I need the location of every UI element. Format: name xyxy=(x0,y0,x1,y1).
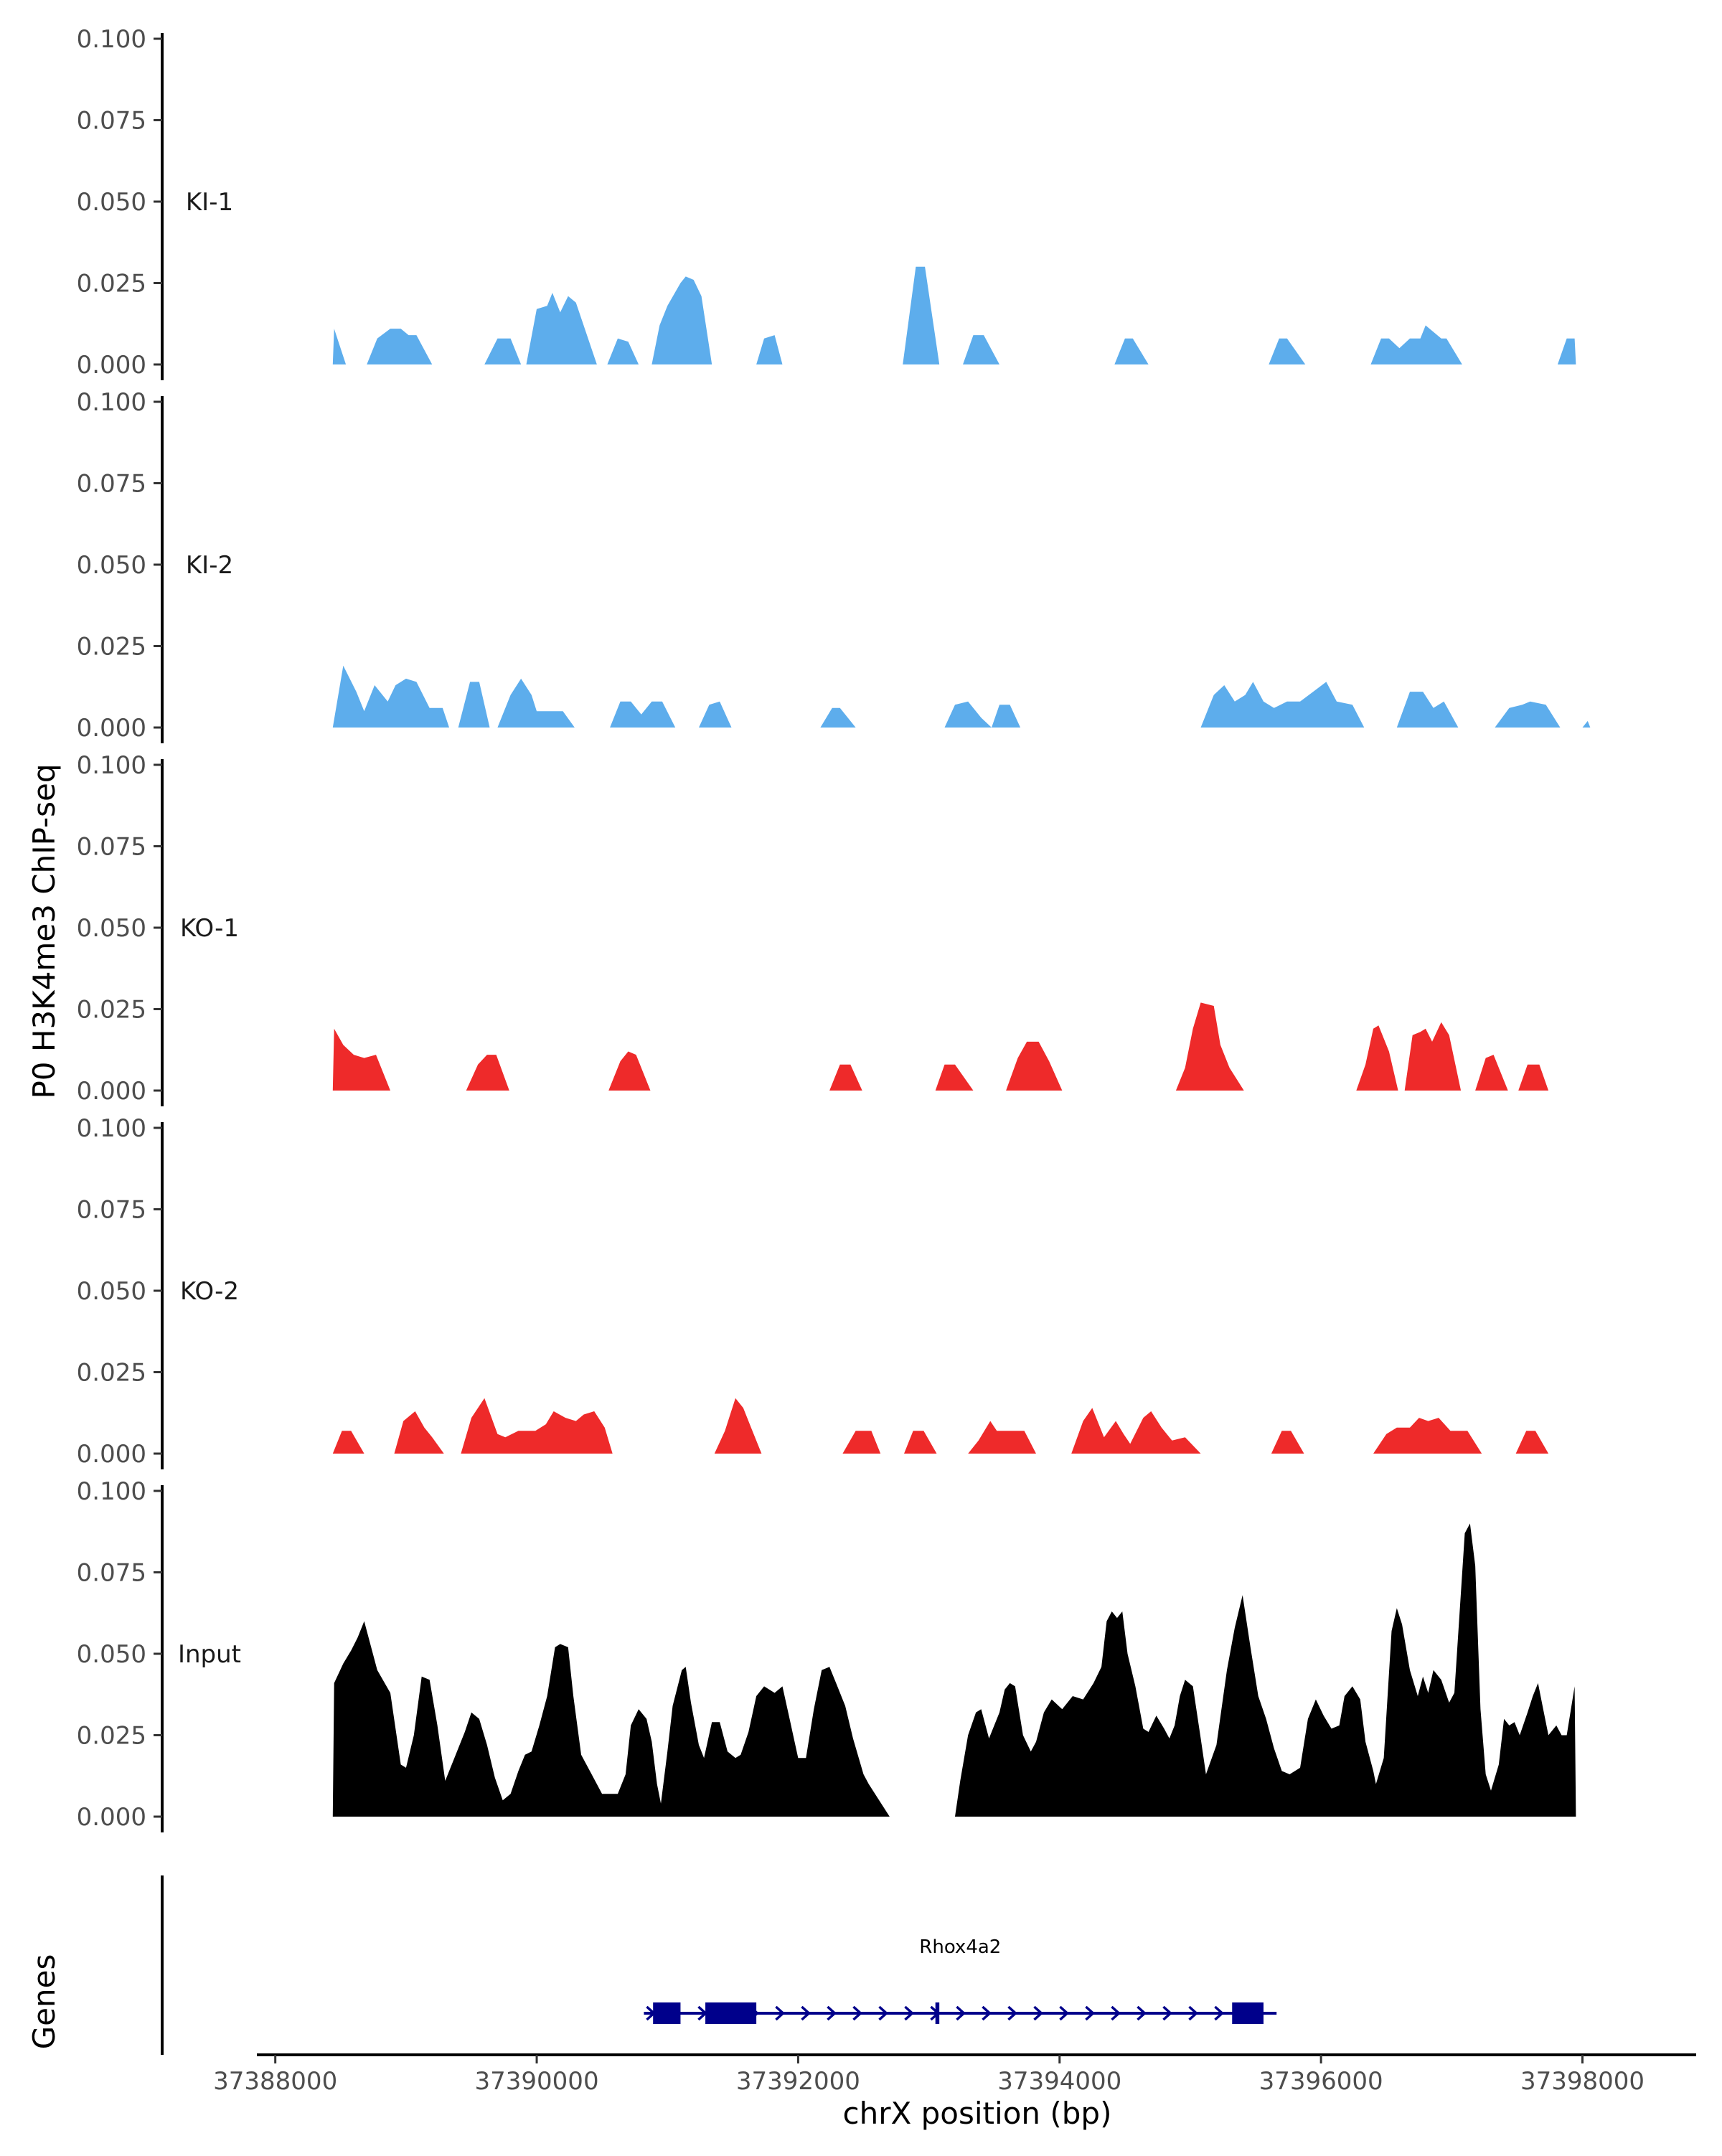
y-tick-label: 0.100 xyxy=(77,388,146,417)
y-tick-label: 0.000 xyxy=(77,714,146,743)
strand-arrow xyxy=(1214,2005,1225,2021)
track-ko-1: 0.000 0.025 0.050 0.075 0.100 KO-1 xyxy=(77,751,1549,1106)
y-tick-label: 0.075 xyxy=(77,470,146,499)
coverage-tracks: 0.0000.0250.0500.0750.100KI-10.0000.0250… xyxy=(77,25,1591,1832)
strand-arrow xyxy=(878,2005,889,2021)
y-tick-label: 0.025 xyxy=(77,1359,146,1388)
x-tick-label: 37388000 xyxy=(213,2067,337,2096)
y-tick-label: 0.075 xyxy=(77,107,146,136)
strand-arrow xyxy=(1085,2005,1096,2021)
track-name-label: KO-2 xyxy=(180,1277,239,1306)
strand-arrow xyxy=(1137,2005,1147,2021)
coverage-area-ko-1 xyxy=(332,1002,1549,1091)
y-tick-label: 0.000 xyxy=(77,1440,146,1469)
track-name-label: KO-1 xyxy=(180,914,239,943)
y-tick-label: 0.050 xyxy=(77,914,146,943)
y-tick-label: 0.025 xyxy=(77,633,146,662)
x-tick-label: 37394000 xyxy=(997,2067,1121,2096)
track-ki-2: 0.000 0.025 0.050 0.075 0.100 KI-2 xyxy=(77,388,1591,743)
coverage-area-ki-2 xyxy=(332,665,1591,728)
y-tick-label: 0.050 xyxy=(77,1640,146,1669)
y-tick-label: 0.100 xyxy=(77,1477,146,1506)
y-tick-label: 0.000 xyxy=(77,351,146,380)
y-tick-label: 0.075 xyxy=(77,1196,146,1225)
x-axis: 37388000 37390000 37392000 37394000 37396000… xyxy=(213,2053,1696,2096)
track-name-label: KI-1 xyxy=(186,188,233,217)
strand-arrow xyxy=(956,2005,966,2021)
gene-exon xyxy=(705,2002,757,2024)
strand-arrow xyxy=(827,2005,837,2021)
y-tick-label: 0.025 xyxy=(77,270,146,298)
strand-arrow xyxy=(1059,2005,1070,2021)
strand-arrow xyxy=(1007,2005,1018,2021)
strand-arrow xyxy=(1162,2005,1173,2021)
y-tick-label: 0.025 xyxy=(77,1722,146,1751)
strand-arrow xyxy=(775,2005,786,2021)
strand-arrow xyxy=(1033,2005,1044,2021)
x-tick-label: 37390000 xyxy=(475,2067,599,2096)
y-tick-label: 0.050 xyxy=(77,188,146,217)
coverage-area-ki-1 xyxy=(332,266,1576,364)
x-tick-label: 37392000 xyxy=(736,2067,860,2096)
track-name-label: Input xyxy=(178,1640,241,1669)
y-tick-label: 0.100 xyxy=(77,1114,146,1143)
strand-arrow xyxy=(801,2005,811,2021)
y-tick-label: 0.000 xyxy=(77,1803,146,1832)
gene-exon xyxy=(1232,2002,1264,2024)
gene-exon xyxy=(935,2002,940,2024)
gene-name-label: Rhox4a2 xyxy=(919,1936,1001,1958)
strand-arrow xyxy=(904,2005,915,2021)
track-name-label: KI-2 xyxy=(186,551,233,580)
strand-arrow xyxy=(1111,2005,1121,2021)
strand-arrow xyxy=(852,2005,863,2021)
track-ki-1: 0.000 0.025 0.050 0.075 0.100 KI-1 xyxy=(77,25,1576,380)
y-tick-label: 0.050 xyxy=(77,1277,146,1306)
x-tick-label: 37396000 xyxy=(1259,2067,1383,2096)
track-input: 0.000 0.025 0.050 0.075 0.100 Input xyxy=(77,1477,1576,1832)
strand-arrow xyxy=(1188,2005,1199,2021)
x-tick-label: 37398000 xyxy=(1520,2067,1645,2096)
y-tick-label: 0.075 xyxy=(77,833,146,862)
y-tick-label: 0.000 xyxy=(77,1077,146,1106)
y-tick-label: 0.075 xyxy=(77,1559,146,1588)
y-tick-label: 0.050 xyxy=(77,551,146,580)
y-tick-label: 0.100 xyxy=(77,751,146,780)
x-axis-title: chrX position (bp) xyxy=(843,2096,1112,2131)
y-tick-label: 0.025 xyxy=(77,996,146,1025)
genes-axis-title: Genes xyxy=(27,1954,62,2050)
strand-arrow xyxy=(982,2005,992,2021)
y-axis-title: P0 H3K4me3 ChIP-seq xyxy=(27,763,62,1098)
genes-panel: Rhox4a2 xyxy=(161,1875,1277,2055)
y-tick-label: 0.100 xyxy=(77,25,146,54)
gene-exon xyxy=(653,2002,681,2024)
coverage-area-input xyxy=(332,1523,1576,1817)
coverage-area-ko-2 xyxy=(332,1398,1549,1454)
track-ko-2: 0.000 0.025 0.050 0.075 0.100 KO-2 xyxy=(77,1114,1549,1469)
